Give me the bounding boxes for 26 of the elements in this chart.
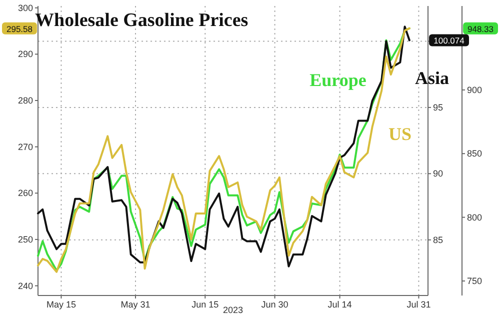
x-axis-title: 2023 <box>222 305 244 315</box>
y3-tick-label: 900 <box>467 84 482 95</box>
y2-tick-label: 90 <box>433 168 444 179</box>
series-label: US <box>388 124 412 144</box>
y3-tick-label: 800 <box>467 212 482 222</box>
y-tick-label: 250 <box>18 234 33 244</box>
text: 295.58 <box>6 24 33 34</box>
y-tick-label: 300 <box>18 2 33 13</box>
y3-tick-label: 850 <box>467 148 482 159</box>
y-tick-label: 260 <box>18 188 33 198</box>
series-label: Europe <box>310 70 366 90</box>
y2-tick-label: 85 <box>433 234 444 245</box>
text: 100.074 <box>434 36 465 46</box>
y-tick-label: 280 <box>18 95 33 106</box>
x-tick-label: Jun 30 <box>261 300 288 310</box>
y3-tick-label: 750 <box>467 276 482 286</box>
x-tick-label: May 31 <box>120 300 150 310</box>
text: 948.33 <box>468 24 494 34</box>
x-tick-label: Jul 14 <box>328 300 352 310</box>
x-tick-label: Jun 15 <box>192 300 219 310</box>
y2-tick-label: 95 <box>433 102 444 112</box>
y-tick-label: 290 <box>18 49 33 60</box>
x-tick-label: Jul 31 <box>406 300 431 310</box>
x-tick-label: May 15 <box>46 300 76 310</box>
y-tick-label: 270 <box>18 142 33 152</box>
y-tick-label: 240 <box>18 280 33 291</box>
